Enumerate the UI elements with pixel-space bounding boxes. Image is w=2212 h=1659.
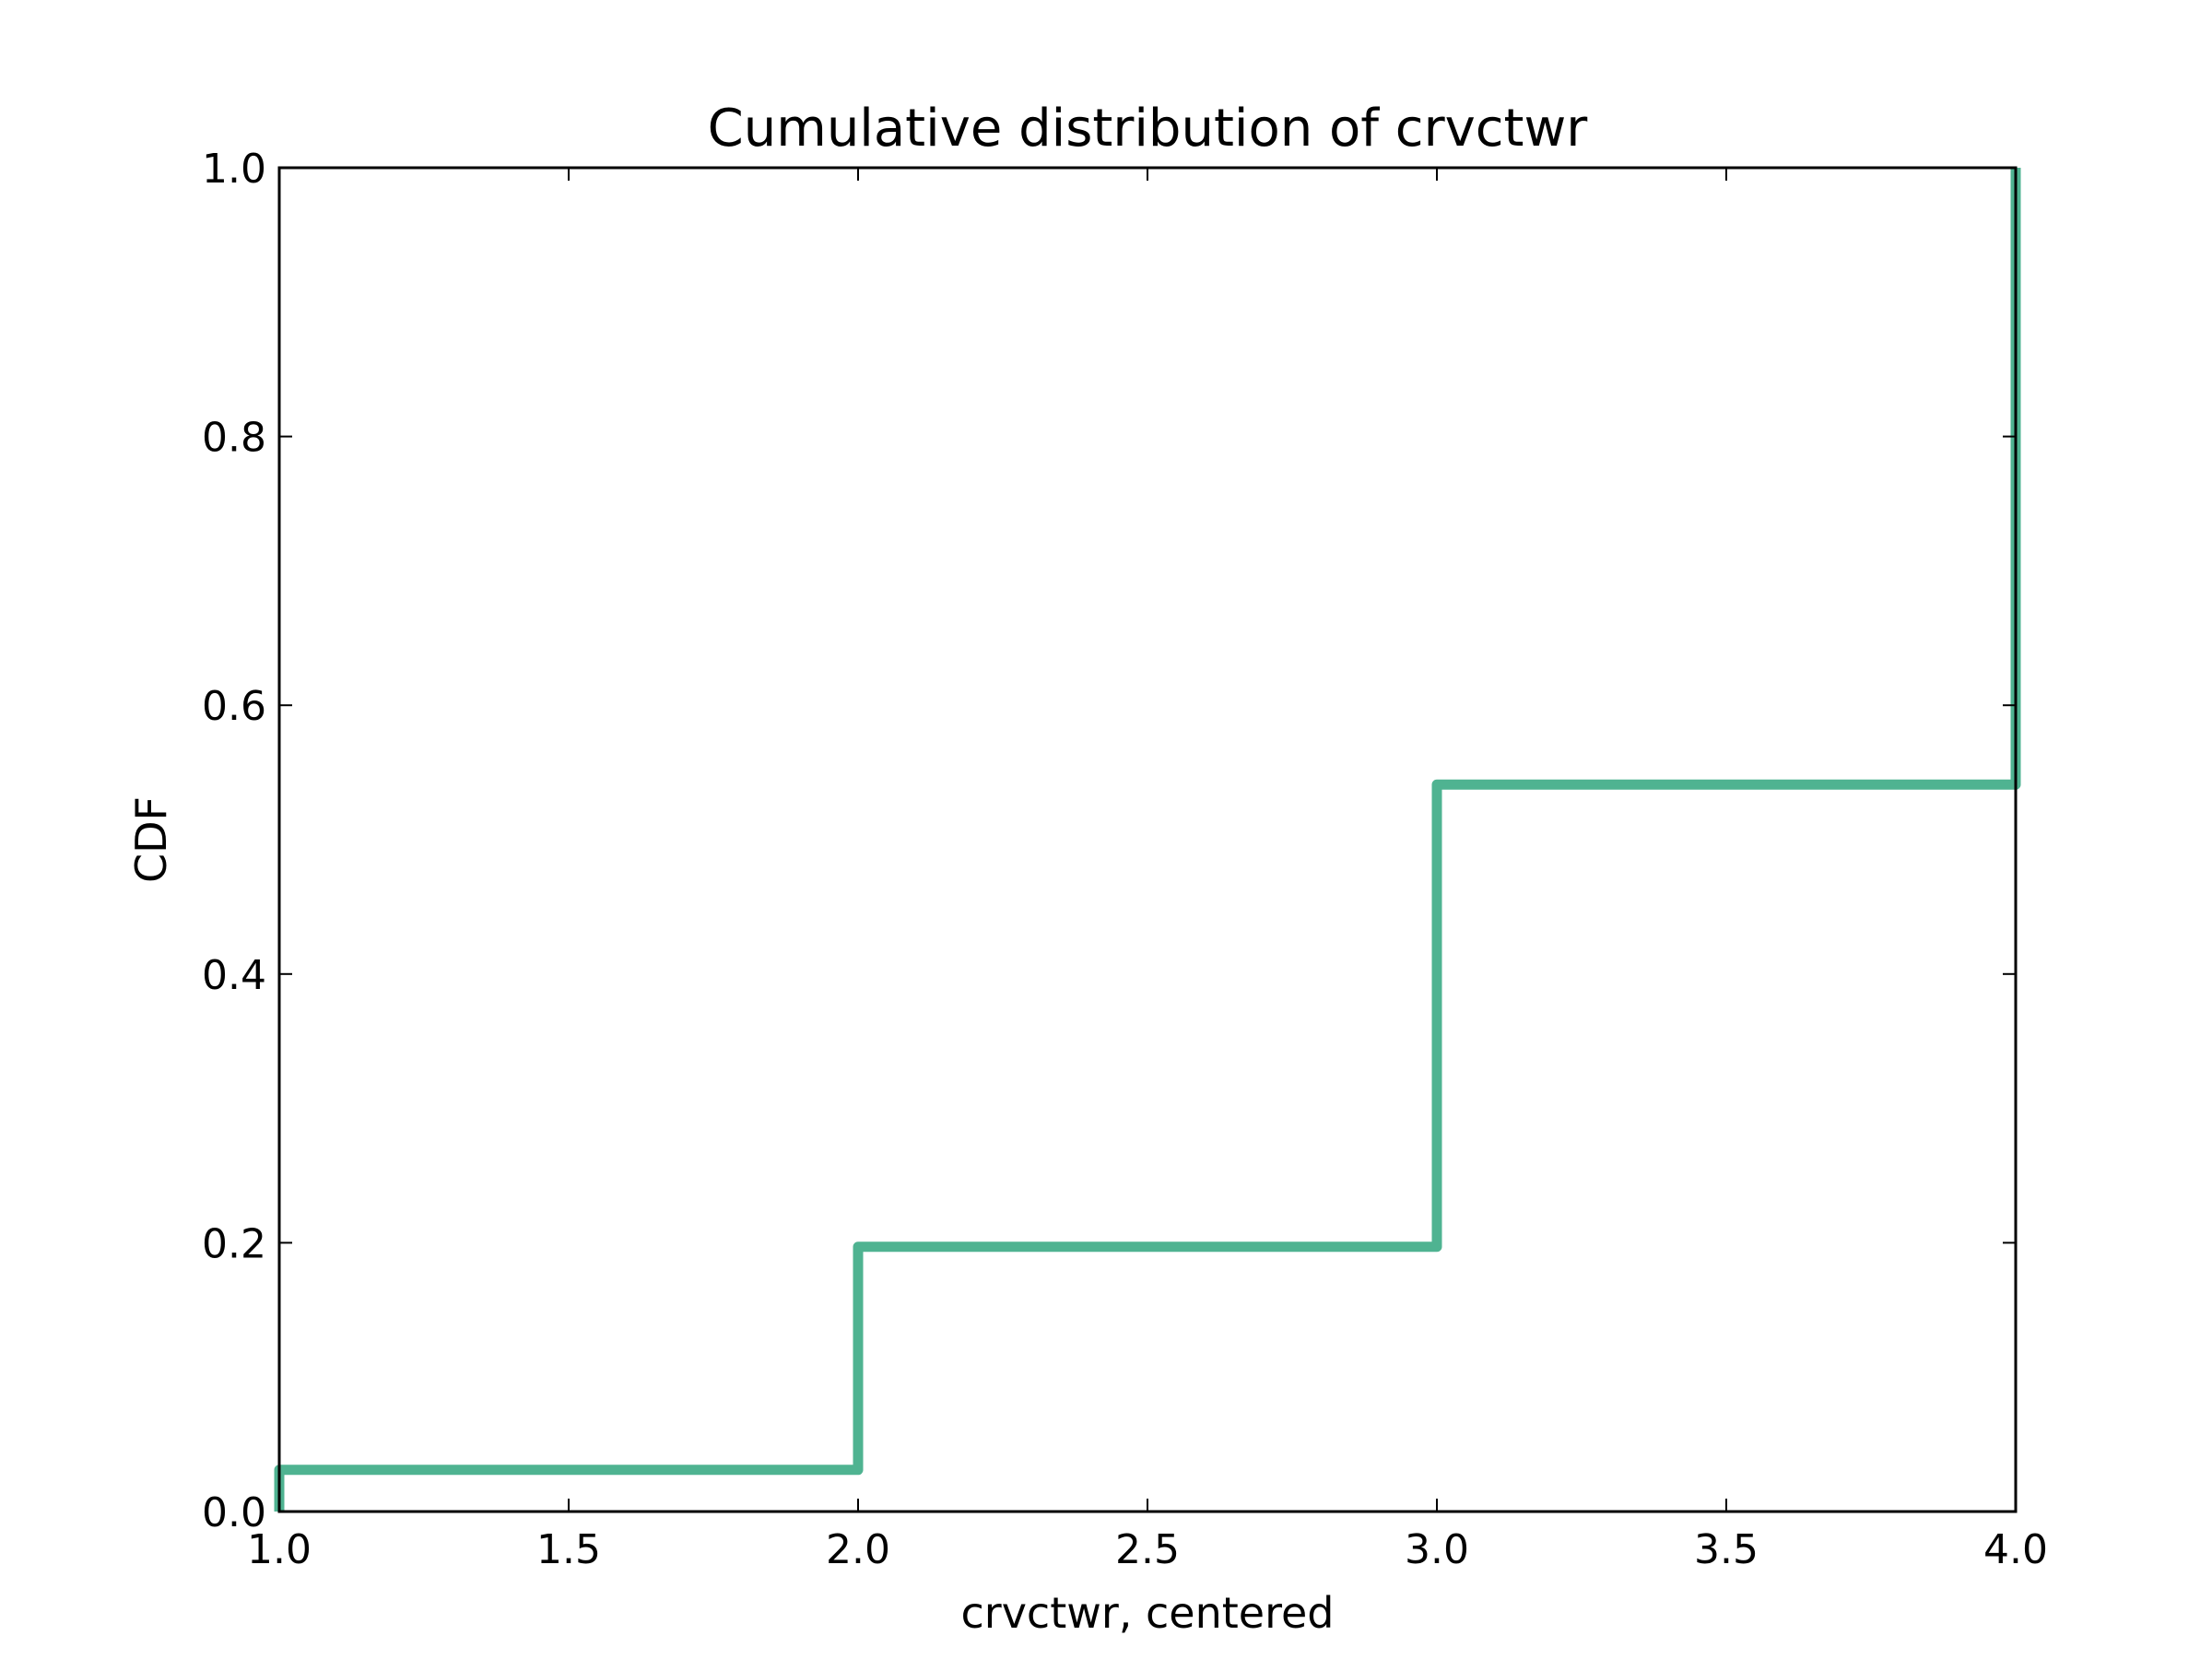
y-axis-title: CDF	[126, 796, 176, 883]
y-tick-label: 0.0	[202, 1489, 266, 1536]
x-tick-label: 1.0	[247, 1526, 312, 1573]
y-tick-label: 0.6	[202, 683, 266, 730]
x-tick-label: 3.5	[1694, 1526, 1759, 1573]
y-tick-label: 0.2	[202, 1220, 266, 1267]
y-tick-label: 0.4	[202, 952, 266, 999]
y-axis: 0.0 0.2 0.4 0.6 0.8 1.0	[202, 146, 2016, 1536]
x-tick-label: 1.5	[536, 1526, 601, 1573]
x-axis-title: crvctwr, centered	[960, 1588, 1334, 1638]
chart-title: Cumulative distribution of crvctwr	[708, 99, 1589, 159]
cdf-step-series	[274, 168, 2021, 1512]
x-axis: 1.0 1.5 2.0 2.5 3.0 3.5 4.0	[247, 168, 2048, 1573]
x-tick-label: 4.0	[1983, 1526, 2048, 1573]
x-tick-label: 2.0	[826, 1526, 890, 1573]
x-tick-label: 2.5	[1115, 1526, 1180, 1573]
plot-frame	[277, 166, 2018, 1513]
y-tick-label: 0.8	[202, 415, 266, 462]
cdf-step-line	[274, 168, 2021, 1512]
x-tick-label: 3.0	[1405, 1526, 1469, 1573]
y-tick-label: 1.0	[202, 146, 266, 193]
